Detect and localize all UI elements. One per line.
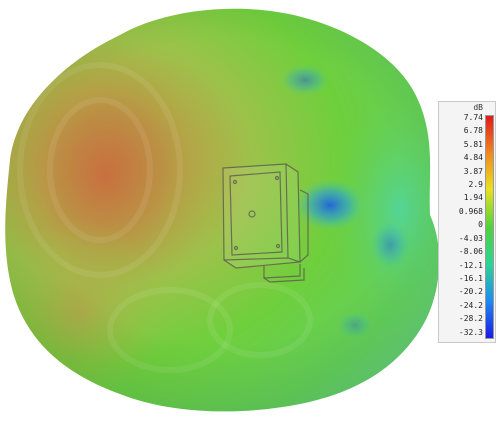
colorbar-tick-label: 2.9 [468,180,483,190]
colorbar-tick-label: -28.2 [458,314,483,324]
colorbar-tick-label: 4.84 [463,153,483,163]
colorbar-tick-label: -8.06 [458,247,483,257]
colorbar-gradient [485,115,494,339]
colorbar-tick-label: 7.74 [463,113,483,122]
colorbar-tick-label: 0 [478,220,483,230]
colorbar-tick-label: -4.03 [458,233,483,243]
colorbar-tick-label: -24.2 [458,300,483,310]
colorbar-legend: dB 7.74 6.78 5.81 4.84 3.87 2.9 1.94 0.968 0 -4.0… [438,101,496,343]
colorbar-tick-label: 5.81 [463,139,483,149]
device-model [222,163,309,283]
colorbar-tick-labels: 7.74 6.78 5.81 4.84 3.87 2.9 1.94 0.968 0 -4.03 -8… [439,113,483,341]
colorbar-tick-label: 0.968 [458,206,483,216]
colorbar-tick-label: -20.2 [458,287,483,297]
colorbar-tick-label: 3.87 [463,166,483,176]
colorbar-tick-label: -32.3 [458,327,483,337]
colorbar-unit-label: dB [473,103,483,112]
colorbar-tick-label: 6.78 [463,126,483,136]
colorbar-tick-label: -16.1 [458,273,483,283]
colorbar-tick-label: -12.1 [458,260,483,270]
colorbar-tick-label: 1.94 [463,193,483,203]
